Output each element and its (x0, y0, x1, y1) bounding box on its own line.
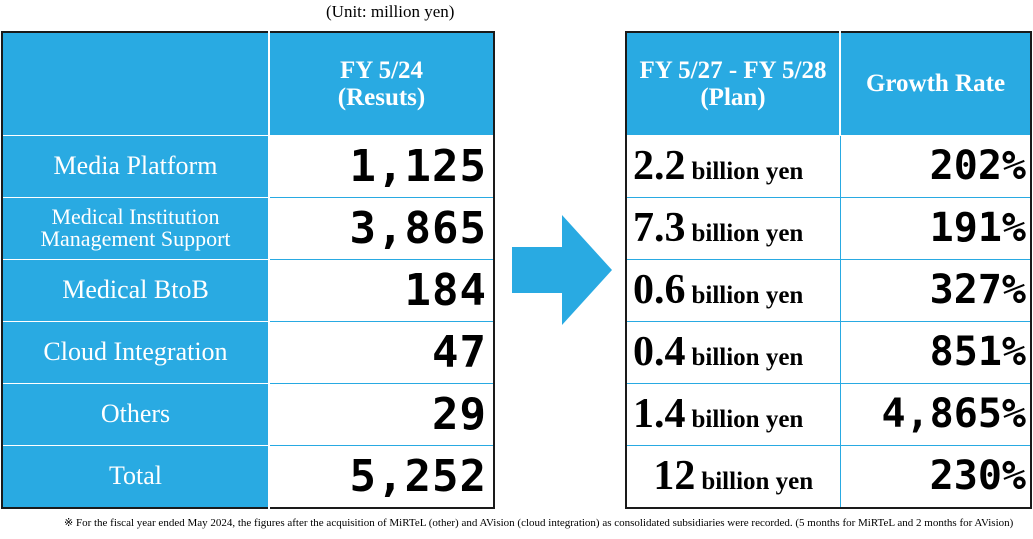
segment-label: Others (2, 382, 270, 445)
plan-unit: billion yen (691, 282, 804, 309)
plan-unit: billion yen (691, 158, 804, 185)
table-row: Others 29 (2, 382, 494, 445)
plan-amount: 0.6 (633, 267, 686, 313)
growth-rate-value: 202% (840, 134, 1031, 197)
growth-rate-value: 4,865% (840, 382, 1031, 445)
segment-value: 29 (269, 382, 494, 445)
results-header-line1: FY 5/24 (339, 56, 424, 84)
plan-unit: billion yen (701, 468, 814, 496)
total-label: Total (2, 444, 270, 508)
segment-label-line1: Medical Institution (51, 204, 220, 229)
plan-value: 0.6 billion yen (626, 258, 841, 321)
plan-header: FY 5/27 - FY 5/28 (Plan) (626, 32, 841, 136)
plan-amount: 2.2 (633, 143, 686, 189)
results-header: FY 5/24 (Resuts) (269, 32, 494, 136)
plan-unit: billion yen (691, 406, 804, 433)
table-row: 12 billion yen 230% (626, 444, 1031, 508)
plan-value: 7.3 billion yen (626, 196, 841, 259)
growth-rate-header: Growth Rate (840, 32, 1031, 136)
segment-label: Medical Institution Management Support (2, 196, 270, 259)
plan-amount: 1.4 (633, 391, 686, 437)
segment-label: Medical BtoB (2, 258, 270, 321)
plan-value: 0.4 billion yen (626, 320, 841, 383)
segment-label: Media Platform (2, 134, 270, 197)
growth-rate-value: 327% (840, 258, 1031, 321)
segment-label: Cloud Integration (2, 320, 270, 383)
table-row: Total 5,252 (2, 444, 494, 508)
table-row: 0.4 billion yen 851% (626, 320, 1031, 383)
plan-value: 2.2 billion yen (626, 134, 841, 197)
table-row: 1.4 billion yen 4,865% (626, 382, 1031, 445)
table-row: Medical Institution Management Support 3… (2, 196, 494, 259)
plan-amount: 12 (653, 453, 696, 500)
total-value: 5,252 (269, 444, 494, 508)
plan-unit: billion yen (691, 220, 804, 247)
growth-rate-value: 191% (840, 196, 1031, 259)
table-row: Cloud Integration 47 (2, 320, 494, 383)
growth-rate-total: 230% (840, 444, 1031, 508)
table-row: 7.3 billion yen 191% (626, 196, 1031, 259)
plan-header-line2: (Plan) (700, 83, 766, 111)
plan-table: FY 5/27 - FY 5/28 (Plan) Growth Rate 2.2… (625, 31, 1032, 509)
growth-rate-value: 851% (840, 320, 1031, 383)
unit-note: (Unit: million yen) (326, 2, 455, 21)
plan-unit: billion yen (691, 344, 804, 371)
results-table: FY 5/24 (Resuts) Media Platform 1,125 Me… (1, 31, 495, 509)
plan-value: 1.4 billion yen (626, 382, 841, 445)
segment-label-line2: Management Support (40, 226, 231, 251)
table-row: Media Platform 1,125 (2, 134, 494, 197)
segment-value: 3,865 (269, 196, 494, 259)
segment-value: 47 (269, 320, 494, 383)
plan-amount: 0.4 (633, 329, 686, 375)
footnote: ※ For the fiscal year ended May 2024, th… (64, 517, 1014, 529)
segment-value: 184 (269, 258, 494, 321)
blank-header-cell (2, 32, 270, 136)
table-row: 2.2 billion yen 202% (626, 134, 1031, 197)
plan-total-value: 12 billion yen (626, 444, 841, 508)
plan-header-line1: FY 5/27 - FY 5/28 (639, 56, 827, 84)
plan-amount: 7.3 (633, 205, 686, 251)
right-arrow-icon (512, 215, 612, 325)
segment-value: 1,125 (269, 134, 494, 197)
table-row: Medical BtoB 184 (2, 258, 494, 321)
table-row: 0.6 billion yen 327% (626, 258, 1031, 321)
results-header-line2: (Resuts) (337, 83, 426, 111)
